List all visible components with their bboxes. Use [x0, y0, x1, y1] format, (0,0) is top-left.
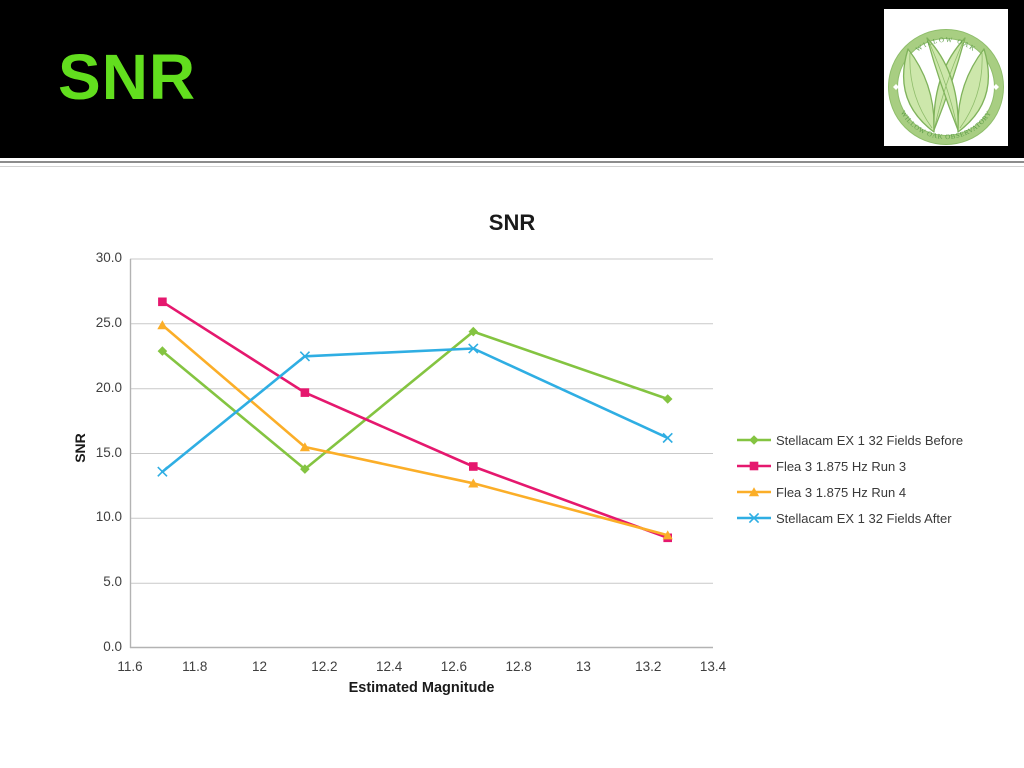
series-markers-2 — [157, 320, 673, 540]
legend-label: Stellacam EX 1 32 Fields Before — [776, 432, 964, 448]
y-tick-label: 20.0 — [95, 379, 122, 395]
y-tick-label: 25.0 — [95, 314, 122, 330]
legend-marker-square-icon — [737, 461, 771, 471]
y-tick-label: 10.0 — [95, 509, 122, 525]
chart-title: SNR — [488, 210, 536, 235]
x-tick-label: 12.4 — [375, 659, 403, 674]
legend-item: Stellacam EX 1 32 Fields After — [737, 505, 963, 531]
legend-label: Stellacam EX 1 32 Fields After — [776, 510, 952, 526]
x-tick-label: 11.8 — [182, 659, 208, 674]
x-tick-label: 13 — [575, 659, 591, 674]
x-axis-title: Estimated Magnitude — [348, 680, 495, 696]
y-tick-label: 0.0 — [103, 639, 122, 654]
series-line-1 — [161, 300, 670, 540]
slide-title: SNR — [58, 41, 197, 113]
series-line-3 — [161, 347, 670, 473]
observatory-logo: WILLOW OAK WILLOW OAK OBSERVATORY — [884, 9, 1008, 146]
header-divider — [0, 161, 1024, 163]
series-markers-1 — [158, 297, 672, 543]
x-tick-label: 13.4 — [699, 659, 727, 674]
logo-ring-text-bottom: WILLOW OAK OBSERVATORY — [899, 109, 993, 141]
logo-ring-diamond-left — [893, 84, 899, 90]
x-tick-label: 11.6 — [117, 659, 143, 674]
x-tick-label: 12.2 — [311, 659, 338, 674]
legend-label: Flea 3 1.875 Hz Run 4 — [776, 484, 907, 500]
svg-text:WILLOW OAK OBSERVATORY: WILLOW OAK OBSERVATORY — [899, 109, 993, 141]
y-tick-label: 5.0 — [103, 574, 122, 590]
chart-legend: Stellacam EX 1 32 Fields Before Flea 3 1.… — [737, 427, 963, 531]
x-tick-label: 12 — [252, 659, 268, 674]
legend-marker-diamond-icon — [737, 435, 771, 445]
logo-ring-diamond-right — [993, 84, 999, 90]
legend-item: Stellacam EX 1 32 Fields Before — [737, 427, 963, 453]
legend-marker-x-icon — [737, 512, 771, 524]
legend-item: Flea 3 1.875 Hz Run 4 — [737, 479, 963, 505]
y-tick-label: 30.0 — [95, 250, 122, 265]
series-markers-3 — [157, 343, 673, 477]
header-divider-thin — [0, 166, 1024, 167]
x-tick-label: 12.8 — [505, 659, 532, 674]
line-chart-plot-area — [129, 258, 713, 649]
slide-header: SNR — [0, 0, 1024, 158]
observatory-logo-icon: WILLOW OAK WILLOW OAK OBSERVATORY — [888, 29, 1004, 145]
x-tick-label: 13.2 — [635, 659, 662, 674]
x-tick-label: 12.6 — [440, 659, 468, 674]
series-line-0 — [161, 330, 670, 471]
y-tick-label: 15.0 — [95, 444, 122, 460]
series-line-2 — [161, 323, 670, 537]
legend-marker-triangle-icon — [737, 487, 771, 497]
legend-item: Flea 3 1.875 Hz Run 3 — [737, 453, 963, 479]
legend-label: Flea 3 1.875 Hz Run 3 — [776, 458, 907, 474]
